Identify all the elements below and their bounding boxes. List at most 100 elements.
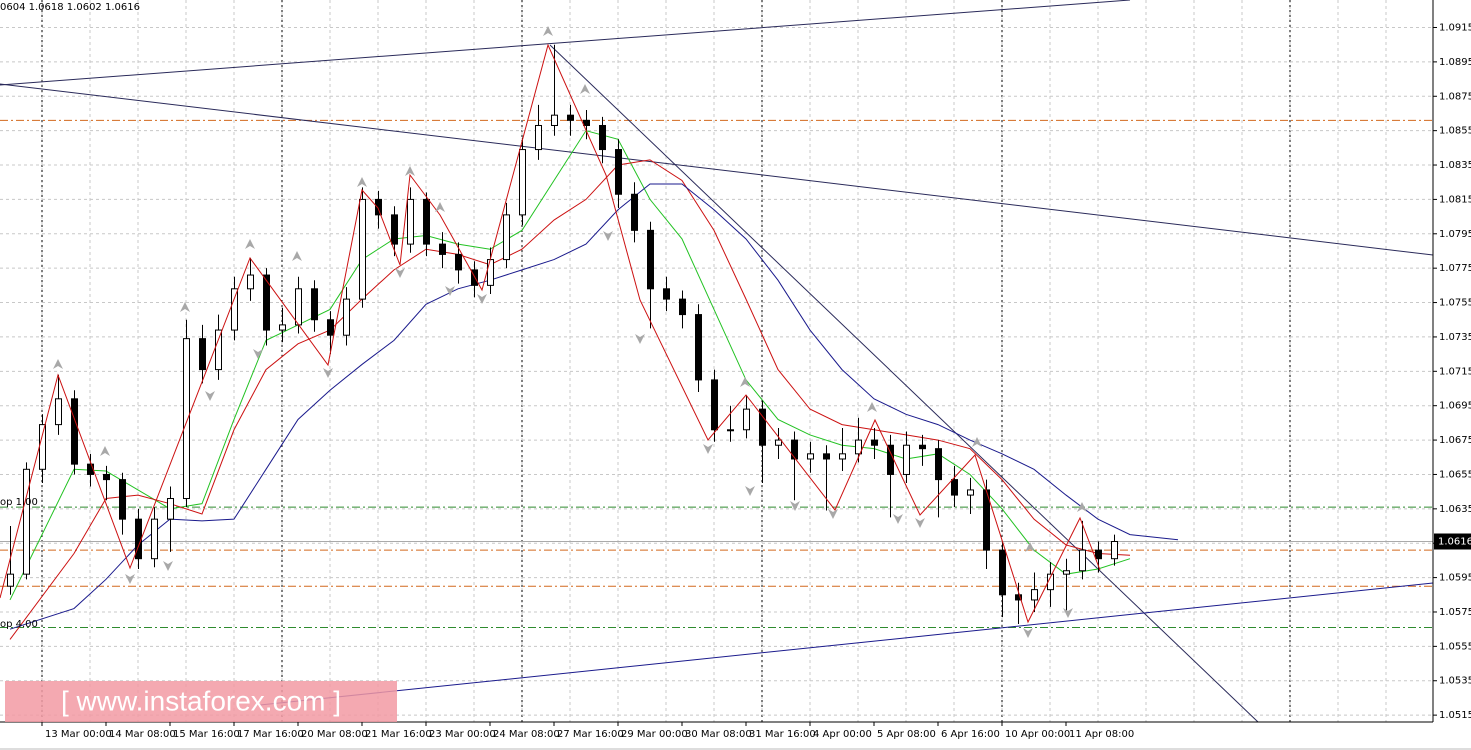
- x-tick-label: 14 Mar 08:00: [109, 729, 176, 740]
- candle-body: [775, 439, 782, 446]
- fractal-arrow: [867, 402, 877, 412]
- fractal-arrow: [745, 486, 755, 496]
- y-tick-label: 1.0915: [1439, 23, 1471, 34]
- x-tick-label: 10 Apr 00:00: [1005, 729, 1070, 740]
- candle-body: [199, 338, 206, 371]
- fractal-arrow: [972, 437, 982, 447]
- fractal-arrow: [245, 239, 255, 249]
- fractal-arrow: [435, 202, 445, 212]
- y-tick-label: 1.0835: [1439, 160, 1471, 171]
- candle-body: [439, 243, 446, 255]
- candle-body: [215, 329, 222, 371]
- fractal-arrow: [405, 166, 415, 176]
- candle-body: [887, 444, 894, 475]
- fractal-arrow: [1023, 628, 1033, 638]
- trend-line: [259, 582, 1434, 706]
- fractal-arrow: [395, 268, 405, 278]
- candle-body: [679, 298, 686, 316]
- candle-body: [1063, 570, 1070, 575]
- fractal-arrow: [323, 368, 333, 378]
- candle-body: [503, 214, 510, 261]
- fractal-arrow: [828, 509, 838, 519]
- line-layer: [0, 0, 1434, 723]
- candle-body: [551, 114, 558, 126]
- candle-body: [567, 114, 574, 121]
- fractal-arrow: [790, 501, 800, 511]
- fractal-arrow: [543, 26, 553, 36]
- x-tick-label: 31 Mar 16:00: [749, 729, 816, 740]
- y-tick-label: 1.0735: [1439, 332, 1471, 343]
- candle-body: [279, 324, 286, 331]
- candle-body: [103, 473, 110, 481]
- x-tick-label: 4 Apr 00:00: [813, 729, 872, 740]
- candle-body: [71, 398, 78, 465]
- candle-body: [295, 288, 302, 326]
- candle-body: [711, 379, 718, 431]
- y-tick-label: 1.0515: [1439, 710, 1471, 721]
- candle-body: [599, 124, 606, 151]
- x-tick-label: 6 Apr 16:00: [941, 729, 1000, 740]
- y-tick-label: 1.0755: [1439, 298, 1471, 309]
- candle-body: [727, 429, 734, 432]
- x-tick-label: 11 Apr 08:00: [1069, 729, 1134, 740]
- candle-body: [871, 439, 878, 446]
- y-tick-label: 1.0855: [1439, 126, 1471, 137]
- candle-body: [1095, 549, 1102, 560]
- candle-body: [615, 149, 622, 195]
- y-tick-label: 1.0655: [1439, 469, 1471, 480]
- candle-body: [487, 259, 494, 286]
- x-tick-label: 21 Mar 16:00: [365, 729, 432, 740]
- candle-body: [311, 288, 318, 321]
- y-tick-label: 1.0675: [1439, 435, 1471, 446]
- candle-body: [999, 549, 1006, 596]
- candle-body: [183, 338, 190, 500]
- fractal-arrow: [125, 574, 135, 584]
- candle-body: [375, 198, 382, 216]
- x-tick-label: 23 Mar 00:00: [429, 729, 496, 740]
- price-box: [1434, 533, 1471, 550]
- fractal-arrow: [357, 177, 367, 187]
- fractal-arrow: [893, 514, 903, 524]
- candle-body: [407, 198, 414, 245]
- x-tick-label: 20 Mar 08:00: [301, 729, 368, 740]
- fractal-arrow: [53, 359, 63, 369]
- fractal-arrow: [703, 444, 713, 454]
- fractal-arrow: [1077, 502, 1087, 512]
- candle-body: [855, 439, 862, 455]
- fractal-arrow: [205, 391, 215, 401]
- fractal-arrow: [163, 561, 173, 571]
- x-tick-label: 15 Mar 16:00: [173, 729, 240, 740]
- candle-body: [327, 319, 334, 336]
- arrow-layer: [53, 26, 1087, 638]
- candle-body: [967, 489, 974, 496]
- y-tick-label: 1.0575: [1439, 607, 1471, 618]
- y-tick-label: 1.0775: [1439, 263, 1471, 274]
- candle-body: [1111, 541, 1118, 560]
- candle-body: [743, 408, 750, 431]
- candle-layer: [7, 44, 1118, 625]
- y-tick-label: 1.0635: [1439, 504, 1471, 515]
- fractal-arrow: [180, 302, 190, 312]
- price-label: 1.0616: [1438, 537, 1471, 548]
- x-tick-label: 30 Mar 08:00: [685, 729, 752, 740]
- candle-body: [167, 498, 174, 520]
- y-tick-label: 1.0695: [1439, 401, 1471, 412]
- candle-body: [583, 119, 590, 126]
- y-tick-label: 1.0875: [1439, 91, 1471, 102]
- level-note: op 1.00: [0, 497, 38, 508]
- x-tick-label: 5 Apr 08:00: [877, 729, 936, 740]
- x-tick-label: 13 Mar 00:00: [45, 729, 112, 740]
- candle-body: [535, 124, 542, 151]
- level-note: op 4.00: [0, 619, 38, 630]
- candle-body: [839, 453, 846, 460]
- candle-body: [151, 518, 158, 560]
- candle-body: [807, 453, 814, 460]
- fractal-arrow: [100, 446, 110, 456]
- fractal-arrow: [1063, 608, 1073, 618]
- candle-body: [39, 424, 46, 470]
- y-tick-label: 1.0895: [1439, 57, 1471, 68]
- x-tick-label: 29 Mar 00:00: [621, 729, 688, 740]
- fractal-arrow: [915, 518, 925, 528]
